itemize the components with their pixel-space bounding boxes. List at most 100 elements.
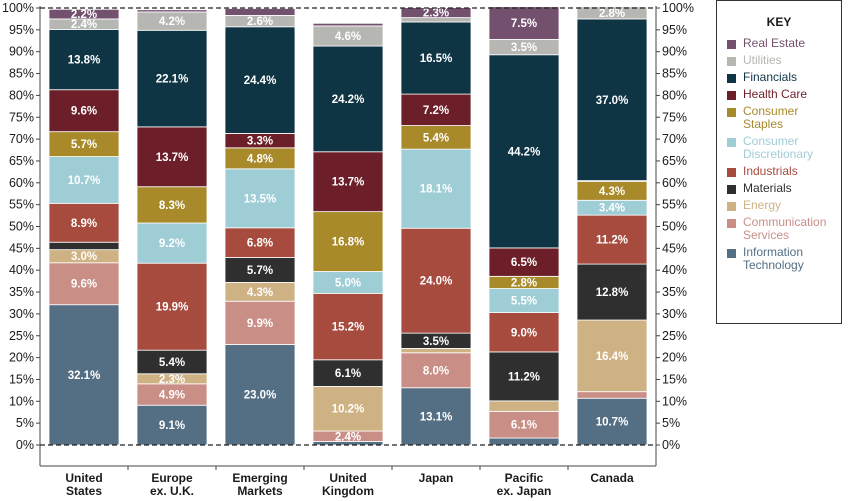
legend-title: KEY [766, 15, 792, 29]
bar-segment-communication-services [576, 391, 648, 399]
bar-segment-materials [488, 351, 560, 402]
legend-label: Materials [743, 181, 792, 195]
y-tick-label-left: 100% [2, 1, 34, 15]
bar-segment-industrials [488, 312, 560, 353]
legend-swatch [727, 168, 736, 177]
bar-segment-materials [576, 263, 648, 321]
bar-segment-materials [312, 359, 384, 387]
data-label: 5.0% [335, 277, 361, 289]
data-label: 13.7% [332, 177, 365, 189]
y-tick-label-left: 0% [16, 438, 34, 452]
data-label: 19.9% [156, 302, 189, 314]
data-label: 10.7% [68, 175, 101, 187]
data-label: 18.1% [420, 184, 453, 196]
data-label: 6.1% [335, 368, 361, 380]
y-tick-label-right: 55% [662, 198, 687, 212]
x-category-label: ex. U.K. [150, 484, 194, 498]
data-label: 12.8% [596, 287, 629, 299]
y-tick-label-left: 30% [9, 307, 34, 321]
bar-segment-information-technology [48, 304, 120, 446]
data-label: 16.4% [596, 351, 629, 363]
legend-label: Consumer Staples [743, 104, 799, 131]
bar-segment-financials [312, 45, 384, 153]
data-label: 16.5% [420, 53, 453, 65]
data-label: 2.8% [511, 277, 537, 289]
data-label: 9.6% [71, 106, 97, 118]
y-tick-label-right: 40% [662, 263, 687, 277]
legend-item: Industrials [727, 165, 841, 178]
legend-swatch [727, 74, 736, 83]
data-label: 8.9% [71, 218, 97, 230]
legend-items: Real Estate Utilities Financials Health Car… [717, 37, 841, 272]
data-label: 22.1% [156, 74, 189, 86]
bar-segment-communication-services [488, 410, 560, 439]
legend-swatch [727, 249, 736, 258]
data-label: 13.1% [420, 411, 453, 423]
bar-segment-energy [312, 386, 384, 432]
data-label: 4.9% [159, 390, 185, 402]
bar-segment-energy [400, 348, 472, 354]
bar-segment-real-estate [312, 22, 384, 27]
bar-segment-materials [224, 257, 296, 283]
x-category-label: Japan [419, 471, 454, 485]
legend-swatch [727, 185, 736, 194]
legend-swatch [727, 202, 736, 211]
bar-segment-health-care [400, 93, 472, 126]
data-label: 7.2% [423, 105, 449, 117]
bar-segment-consumer-discretionary [224, 168, 296, 229]
legend-swatch [727, 40, 736, 49]
bar-stack [312, 22, 384, 446]
data-label: 6.8% [247, 238, 273, 250]
data-label: 24.0% [420, 276, 453, 288]
data-label: 5.7% [247, 265, 273, 277]
bar-segment-health-care [488, 247, 560, 277]
x-category-label: Markets [237, 484, 283, 498]
y-tick-label-left: 25% [9, 329, 34, 343]
data-label: 9.0% [511, 327, 537, 339]
y-tick-label-left: 45% [9, 241, 34, 255]
y-tick-label-left: 5% [16, 416, 34, 430]
x-category-label: ex. Japan [497, 484, 552, 498]
data-label: 8.0% [423, 365, 449, 377]
data-label: 3.5% [423, 336, 449, 348]
data-label: 3.3% [247, 136, 273, 148]
bar-segment-industrials [576, 214, 648, 265]
bar-segment-health-care [136, 126, 208, 188]
y-tick-label-left: 95% [9, 23, 34, 37]
bar-segment-financials [488, 54, 560, 249]
y-tick-label-right: 20% [662, 351, 687, 365]
data-label: 15.2% [332, 322, 365, 334]
data-label: 13.8% [68, 55, 101, 67]
legend-label: Communication Services [743, 215, 827, 242]
data-label: 11.2% [596, 235, 628, 247]
legend-item: Real Estate [727, 37, 841, 50]
bar-segment-industrials [400, 227, 472, 334]
legend-swatch [727, 138, 736, 147]
bar-segment-energy [488, 400, 560, 412]
bar-segment-financials [136, 29, 208, 128]
legend-label: Financials [743, 70, 798, 84]
legend-swatch [727, 57, 736, 66]
y-tick-label-right: 10% [662, 394, 687, 408]
bar-segment-health-care [48, 89, 120, 133]
bar-stack [400, 7, 472, 446]
bar-segment-communication-services [224, 300, 296, 345]
bar-stack [224, 8, 296, 446]
data-label: 44.2% [508, 146, 541, 158]
legend-swatch [727, 108, 736, 117]
data-label: 9.1% [159, 420, 185, 432]
data-label: 9.9% [247, 318, 273, 330]
y-tick-label-left: 55% [9, 198, 34, 212]
y-tick-label-left: 85% [9, 67, 34, 81]
y-tick-label-left: 15% [9, 372, 34, 386]
data-label: 24.4% [244, 75, 277, 87]
data-label: 4.8% [247, 153, 273, 165]
legend-item: Energy [727, 199, 841, 212]
data-label: 13.7% [156, 152, 189, 164]
bar-segment-materials [48, 241, 120, 251]
y-tick-label-left: 80% [9, 88, 34, 102]
data-label: 23.0% [244, 390, 277, 402]
bar-segment-communication-services [400, 352, 472, 389]
data-label: 5.4% [423, 132, 449, 144]
bar-segment-communication-services [48, 262, 120, 306]
